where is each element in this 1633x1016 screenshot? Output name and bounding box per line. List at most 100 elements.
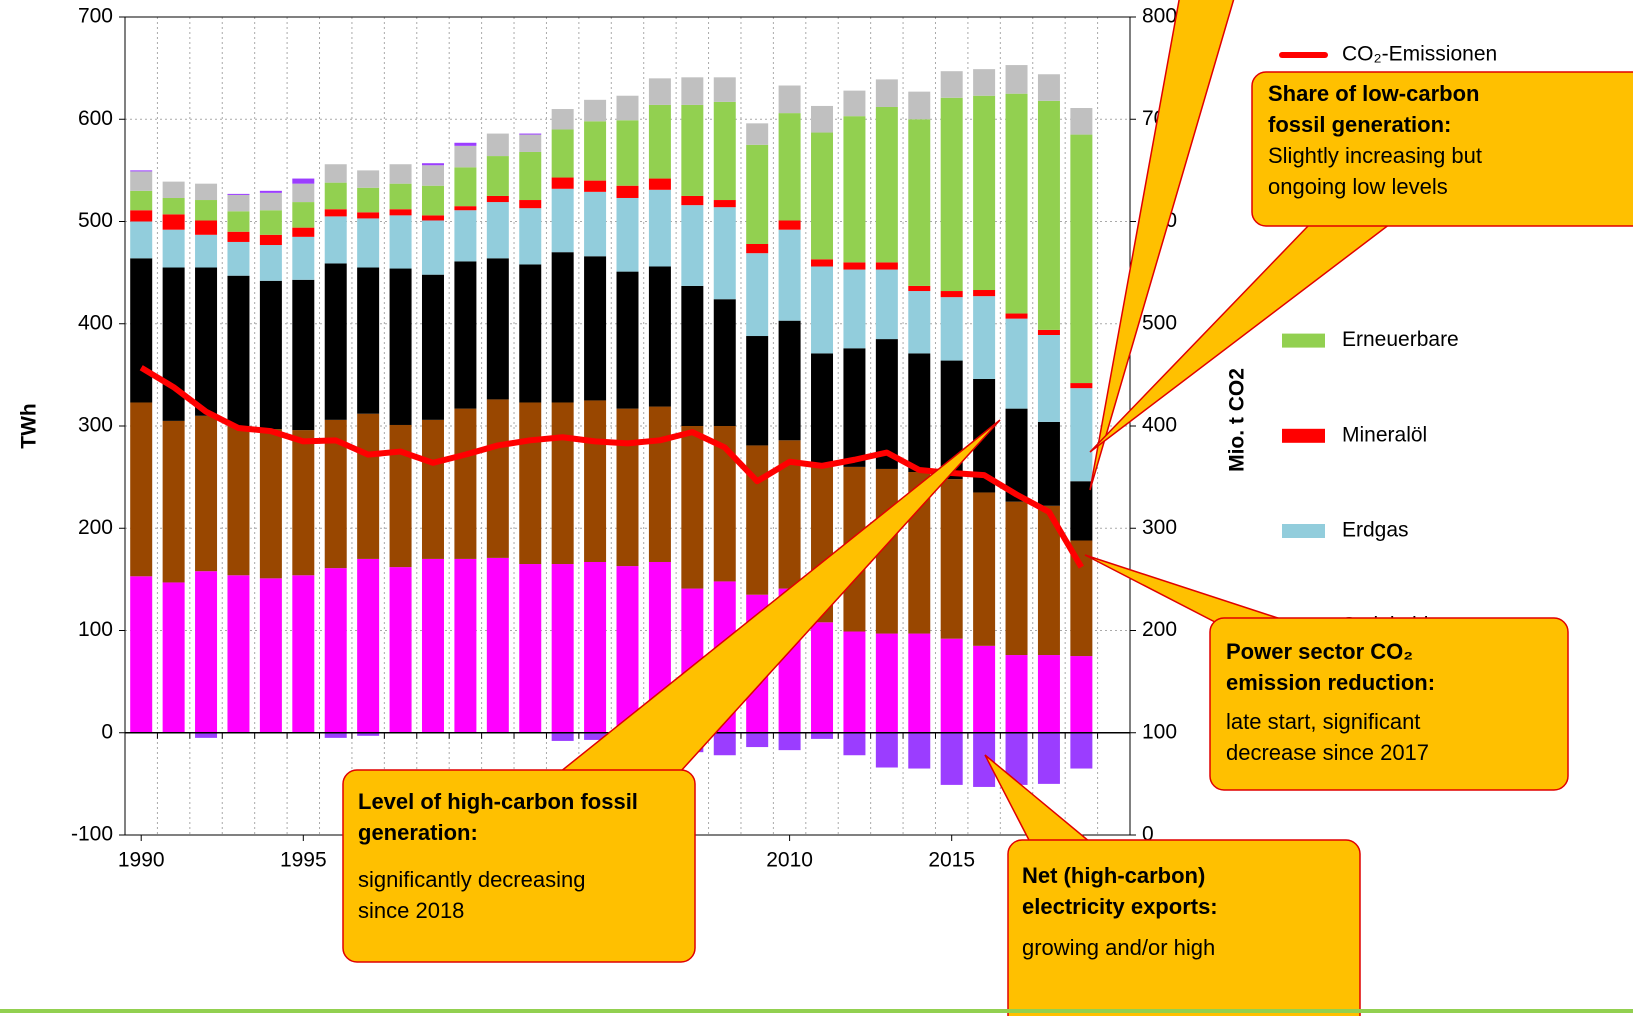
- bar-segment: [908, 91, 931, 120]
- bar-segment: [130, 210, 153, 222]
- y2-tick-label: 800: [1142, 5, 1177, 28]
- bar-segment: [746, 123, 769, 145]
- bar-segment: [908, 285, 931, 292]
- bar-segment: [843, 116, 866, 263]
- y-tick-label: 400: [78, 311, 113, 334]
- bar-segment: [648, 104, 671, 179]
- bar-segment: [195, 267, 218, 416]
- bar-segment: [681, 205, 704, 286]
- bar-segment: [227, 211, 250, 232]
- bar-segment: [162, 181, 185, 198]
- bar-segment: [875, 262, 898, 270]
- bar-segment: [1070, 388, 1093, 482]
- bar-segment: [162, 229, 185, 268]
- y-tick-label: 600: [78, 107, 113, 130]
- bar-segment: [1070, 540, 1093, 657]
- bar-segment: [130, 170, 153, 172]
- bar-segment: [616, 95, 639, 121]
- bar-segment: [421, 558, 444, 733]
- bar-segment: [940, 479, 963, 639]
- bar-segment: [292, 202, 315, 228]
- bar-segment: [1070, 383, 1093, 389]
- bar-segment: [519, 151, 542, 201]
- bar-segment: [1037, 505, 1060, 656]
- y-axis-title: TWh: [18, 403, 41, 448]
- bar-segment: [357, 218, 380, 268]
- bar-segment: [130, 190, 153, 211]
- legend-label: Erdgas: [1342, 519, 1409, 542]
- bar-segment: [130, 402, 153, 577]
- bar-segment: [778, 320, 801, 441]
- y-tick-label: 100: [78, 618, 113, 641]
- bar-segment: [843, 262, 866, 270]
- bar-segment: [162, 197, 185, 215]
- bar-segment: [973, 732, 996, 787]
- callout-title: Net (high-carbon) electricity exports:: [1022, 863, 1218, 919]
- bar-segment: [389, 209, 412, 216]
- bar-segment: [357, 187, 380, 213]
- bar-segment: [551, 188, 574, 253]
- bar-segment: [908, 633, 931, 733]
- bar-segment: [486, 195, 509, 203]
- bar-segment: [681, 426, 704, 589]
- bar-segment: [324, 216, 347, 264]
- bar-segment: [973, 69, 996, 96]
- bar-segment: [389, 424, 412, 568]
- bar-segment: [357, 170, 380, 188]
- bar-segment: [843, 90, 866, 117]
- bar-segment: [162, 420, 185, 583]
- bar-segment: [1070, 134, 1093, 384]
- bar-segment: [713, 77, 736, 102]
- bar-segment: [195, 571, 218, 733]
- bar-segment: [973, 645, 996, 733]
- bar-segment: [1037, 655, 1060, 733]
- bar-segment: [908, 291, 931, 354]
- bar-segment: [843, 732, 866, 756]
- bar-segment: [940, 97, 963, 292]
- callout-pointer: [557, 419, 1001, 773]
- bar-segment: [1005, 408, 1028, 502]
- bar-segment: [195, 415, 218, 572]
- callout-body: Slightly increasing but ongoing low leve…: [1268, 143, 1483, 199]
- bar-segment: [162, 582, 185, 733]
- callout-shapes: [342, 0, 1633, 1016]
- callout-text: Net (high-carbon) electricity exports: gr…: [1022, 860, 1312, 963]
- callout-box: [342, 769, 696, 963]
- bar-segment: [357, 558, 380, 733]
- bar-segment: [551, 252, 574, 403]
- bar-segment: [389, 215, 412, 269]
- bar-segment: [551, 564, 574, 733]
- bar-segment: [486, 156, 509, 196]
- bar-segment: [1005, 313, 1028, 319]
- bar-segment: [1037, 329, 1060, 335]
- callout-pointer: [984, 754, 1093, 843]
- bar-segment: [421, 419, 444, 559]
- bar-segment: [940, 291, 963, 298]
- bar-segment: [875, 79, 898, 107]
- callout-body: growing and/or high: [1022, 935, 1216, 960]
- bar-segment: [584, 732, 607, 740]
- bar-segment: [421, 163, 444, 166]
- bar-segment: [551, 402, 574, 565]
- bar-segment: [551, 129, 574, 178]
- bar-segment: [227, 231, 250, 242]
- bar-segment: [259, 210, 282, 235]
- bar-segment: [357, 732, 380, 736]
- bar-segment: [746, 732, 769, 748]
- bar-segment: [195, 234, 218, 268]
- bar-segment: [324, 732, 347, 738]
- bar-segment: [227, 575, 250, 733]
- bar-segment: [454, 558, 477, 733]
- bar-segment: [616, 271, 639, 409]
- bar-segment: [551, 109, 574, 130]
- bar-segment: [292, 236, 315, 280]
- bar-segment: [616, 120, 639, 186]
- bar-segment: [1037, 100, 1060, 330]
- bar-segment: [940, 732, 963, 785]
- bar-segment: [519, 264, 542, 403]
- bar-segment: [195, 220, 218, 235]
- bar-segment: [519, 208, 542, 265]
- bar-segment: [811, 732, 834, 739]
- legend-label: Erneuerbare: [1342, 328, 1459, 351]
